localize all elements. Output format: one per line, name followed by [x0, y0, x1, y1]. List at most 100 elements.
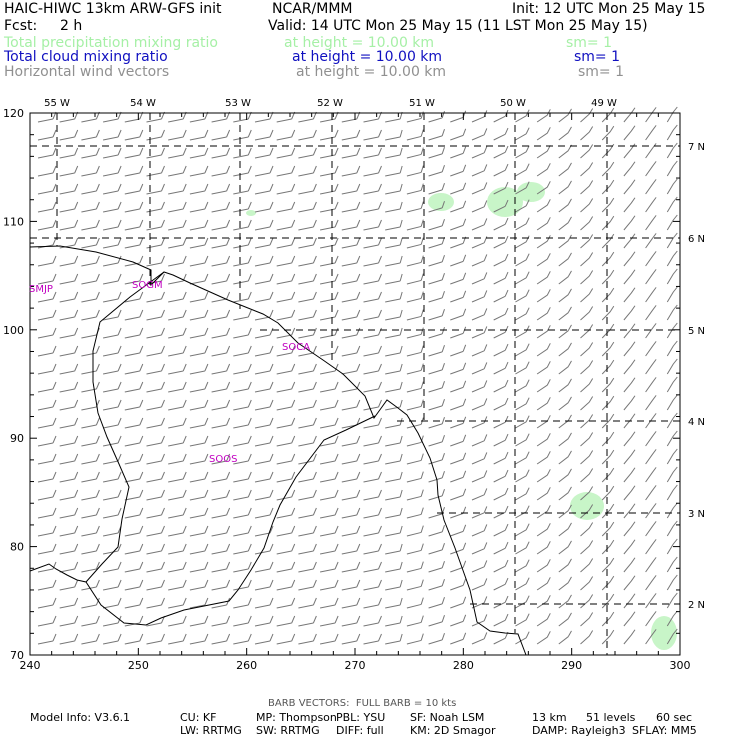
wind-barb — [450, 416, 467, 429]
wind-barb — [211, 255, 231, 267]
wind-barb — [666, 214, 678, 231]
wind-barb — [59, 543, 79, 555]
wind-barb — [536, 271, 551, 285]
wind-barb — [515, 595, 530, 609]
wind-barb — [363, 291, 382, 303]
wind-barb — [428, 201, 445, 213]
wind-barb — [645, 431, 657, 447]
wind-barb — [515, 469, 530, 483]
wind-barb — [233, 129, 252, 141]
wind-barb — [385, 327, 403, 339]
wind-barb — [341, 327, 361, 339]
wind-barb — [645, 197, 657, 213]
wind-barb — [623, 197, 636, 213]
wind-barb — [81, 345, 100, 357]
wind-barb — [428, 111, 445, 123]
lat-label: 5 N — [688, 326, 705, 337]
wind-barb — [124, 435, 144, 447]
wind-barb — [254, 489, 274, 501]
wind-barb — [124, 615, 144, 627]
wind-barb — [320, 471, 339, 483]
wind-barb — [341, 219, 361, 231]
wind-barb — [515, 127, 530, 141]
wind-barb — [450, 146, 467, 159]
field-cloud-sm: sm= 1 — [574, 49, 621, 65]
wind-barb — [471, 488, 488, 501]
wind-barb — [493, 307, 509, 321]
wind-barb — [601, 359, 615, 375]
wind-barb — [558, 486, 572, 501]
station-soca: SOCA — [282, 342, 310, 353]
x-tick-label: 250 — [128, 659, 149, 672]
wind-barb — [471, 452, 488, 465]
wind-barb — [666, 466, 678, 483]
wind-barb — [320, 237, 339, 249]
wind-barb — [254, 381, 274, 393]
wind-barb — [103, 183, 122, 195]
wind-barb — [233, 381, 252, 393]
wind-barb — [471, 470, 488, 483]
wind-barb — [428, 597, 445, 609]
wind-barb — [558, 612, 572, 627]
wind-barb — [233, 615, 252, 627]
wind-barb — [146, 489, 165, 501]
wind-barb — [666, 538, 678, 555]
wind-barb — [211, 579, 231, 591]
wind-barb — [146, 417, 165, 429]
wind-barb — [103, 291, 122, 303]
wind-barb — [189, 561, 209, 573]
wind-barb — [146, 237, 165, 249]
wind-barb — [276, 381, 296, 393]
wind-barb — [341, 525, 361, 537]
wind-barb — [298, 579, 317, 591]
wind-barb — [601, 431, 615, 447]
wind-barb — [168, 597, 187, 609]
wind-barb — [493, 559, 509, 573]
lat-label: 4 N — [688, 417, 705, 428]
wind-barb — [103, 399, 122, 411]
wind-barb — [428, 489, 445, 501]
wind-barb — [81, 273, 100, 285]
wind-barb — [515, 451, 530, 465]
wind-barb — [298, 435, 317, 447]
wind-barb — [623, 467, 636, 483]
wind-barb — [320, 273, 339, 285]
wind-barb — [363, 327, 382, 339]
wind-barb — [558, 468, 572, 483]
wind-barb — [623, 503, 636, 519]
wind-barb — [493, 217, 509, 231]
wind-barb — [276, 327, 296, 339]
wind-barb — [233, 633, 252, 645]
wind-barb — [623, 539, 636, 555]
wind-barb — [645, 395, 657, 411]
y-tick-label: 80 — [10, 541, 24, 554]
lat-label: 2 N — [688, 600, 705, 611]
wind-barb — [189, 273, 209, 285]
wind-barb — [146, 345, 165, 357]
wind-barb — [363, 489, 382, 501]
wind-barb — [450, 308, 467, 321]
wind-barb — [37, 453, 57, 465]
wind-barb — [623, 395, 636, 411]
wind-barb — [623, 341, 636, 357]
wind-barb — [103, 129, 122, 141]
wind-barb — [189, 615, 209, 627]
wind-barb — [81, 633, 100, 645]
wind-barb — [406, 543, 424, 555]
wind-barb — [81, 417, 100, 429]
wind-barb — [558, 162, 572, 177]
wind-barb — [59, 129, 79, 141]
wind-barb — [363, 543, 382, 555]
wind-barb — [146, 129, 165, 141]
wind-barb — [124, 633, 144, 645]
wind-barb — [428, 165, 445, 177]
wind-barb — [189, 255, 209, 267]
wind-barb — [536, 415, 551, 429]
wind-barb — [645, 593, 657, 609]
field-wind-height: at height = 10.00 km — [296, 64, 447, 80]
wind-barb — [37, 489, 57, 501]
wind-barb — [211, 417, 231, 429]
wind-barb — [298, 561, 317, 573]
wind-barb — [146, 309, 165, 321]
wind-barb — [363, 147, 382, 159]
